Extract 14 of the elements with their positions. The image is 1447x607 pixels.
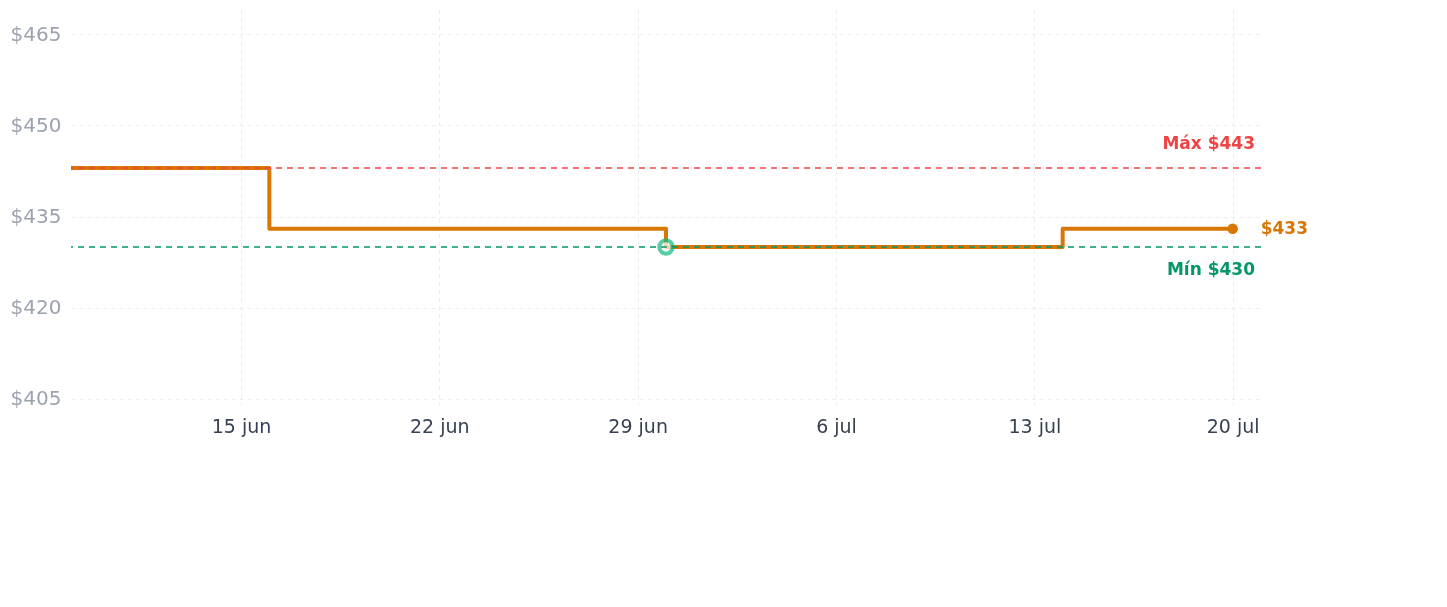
x-tick-label: 22 jun [410,414,470,437]
x-tick-label: 6 jul [816,414,857,437]
ref-line-label: Mín $430 [1166,259,1256,279]
y-tick-label: $465 [10,21,62,46]
y-tick-label: $405 [10,386,62,411]
ref-line-label: Máx $443 [1162,133,1255,153]
x-tick-label: 20 jul [1206,414,1260,437]
y-tick-label: $450 [10,112,62,137]
x-tick-label: 15 jun [211,414,272,437]
y-tick-label: $420 [10,295,62,320]
x-tick-label: 29 jun [608,414,668,437]
y-tick-label: $435 [10,204,62,229]
annotation: $433 [1260,217,1308,238]
x-tick-label: 13 jul [1008,414,1062,437]
